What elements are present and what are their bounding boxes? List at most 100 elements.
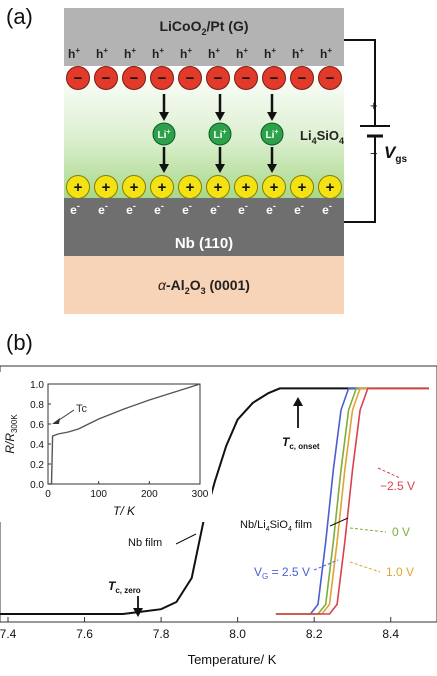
gate-voltage-label: Vgs: [384, 143, 407, 165]
li-ion-group: Li+ Li+ Li+: [152, 94, 284, 173]
top-electrode-label: LiCoO2/Pt (G): [159, 18, 248, 37]
inset-plot-frame: [47, 383, 201, 485]
inset-background: [0, 372, 212, 522]
li-ion-circle: [260, 122, 284, 146]
cation-sign: +: [214, 179, 223, 196]
series-line-1: [275, 387, 429, 615]
inset-y-tick-label: 0.8: [30, 400, 44, 411]
gate-wire: [344, 39, 376, 223]
cation-sign: +: [270, 179, 279, 196]
inset-y-tick-label: 1.0: [30, 380, 44, 391]
anion-sign: −: [270, 70, 279, 87]
anion-sign: −: [130, 70, 139, 87]
vg-label: VG = 2.5 V: [254, 565, 310, 581]
li-arrowhead-upper: [215, 112, 225, 121]
anion-circle: [234, 66, 258, 90]
tc-onset-arrowhead: [293, 397, 303, 406]
vg-label-group: VG = 2.5 V: [254, 559, 339, 581]
pointer-0v: [349, 527, 387, 533]
inset-tc-arrowhead: [52, 418, 60, 424]
anion-circle: [122, 66, 146, 90]
cation-sign: +: [186, 179, 195, 196]
li-ion-label: Li+: [214, 129, 227, 141]
hole-symbol: h+: [124, 46, 136, 61]
hole-symbol: h+: [292, 46, 304, 61]
pointer-minus-2-5: [377, 467, 401, 479]
electron-symbol: e-: [70, 201, 80, 217]
pointer-1-0v: [349, 561, 381, 573]
electron-symbol: e-: [294, 201, 304, 217]
inset-y-tick-label: 0.0: [30, 480, 44, 491]
label-1-0v: 1.0 V: [386, 565, 414, 579]
label-1-0v-group: 1.0 V: [349, 561, 414, 579]
main-x-tick-label: 8.0: [229, 627, 246, 641]
inset-x-tick-label: 0: [45, 489, 51, 500]
inset-y-tick-label: 0.4: [30, 440, 44, 451]
main-x-tick-label: 7.8: [153, 627, 170, 641]
cation-sign: +: [298, 179, 307, 196]
main-x-tick-label: 7.4: [0, 627, 17, 641]
li-ion-label: Li+: [158, 129, 171, 141]
nb-channel-label: Nb (110): [175, 235, 233, 252]
anion-sign: −: [74, 70, 83, 87]
electron-row: e-e-e-e-e-e-e-e-e-e-: [70, 201, 332, 217]
inset-series-group: [48, 383, 201, 485]
hole-symbol: h+: [264, 46, 276, 61]
anion-circle: [178, 66, 202, 90]
top-electrode-layer: [64, 8, 344, 66]
label-0v-group: 0 V: [349, 525, 410, 539]
li-arrowhead-lower: [267, 164, 277, 173]
li-ion-circle: [152, 122, 176, 146]
hole-symbol: h+: [96, 46, 108, 61]
electron-symbol: e-: [126, 201, 136, 217]
hole-symbol: h+: [236, 46, 248, 61]
li-arrowhead-upper: [267, 112, 277, 121]
panel-b-label: (b): [6, 330, 33, 355]
hole-symbol: h+: [320, 46, 332, 61]
substrate-layer: [64, 256, 344, 314]
li-arrowhead-lower: [215, 164, 225, 173]
label-0v: 0 V: [392, 525, 410, 539]
series-line-4: [275, 387, 429, 615]
electron-symbol: e-: [98, 201, 108, 217]
anion-circle: [206, 66, 230, 90]
tc-zero-label: Tc, zero: [108, 579, 141, 595]
substrate-label: α-Al2O3 (0001): [158, 277, 250, 296]
anion-circle: [290, 66, 314, 90]
anion-circle: [94, 66, 118, 90]
panel-a-label: (a): [6, 4, 33, 29]
anion-sign: −: [298, 70, 307, 87]
anion-circle: [66, 66, 90, 90]
inset-x-tick-label: 300: [192, 489, 209, 500]
anion-sign: −: [242, 70, 251, 87]
anion-sign: −: [326, 70, 335, 87]
anion-circle: [318, 66, 342, 90]
cation-row: + + + + + + + + + +: [66, 175, 342, 199]
main-x-tick-label: 7.6: [76, 627, 93, 641]
li-arrowhead-upper: [159, 112, 169, 121]
main-x-ticks: 7.4 7.6 7.8 8.0 8.2 8.4: [0, 617, 399, 641]
device-schematic: LiCoO2/Pt (G) h+ h+ h+ h+ h+ h+ h+ h+ h+ h+ − − − − −…: [64, 8, 407, 314]
inset-x-axis-label: T/ K: [113, 504, 136, 518]
main-x-tick-label: 8.2: [306, 627, 323, 641]
main-series-group: [0, 387, 429, 615]
hole-symbol: h+: [68, 46, 80, 61]
inset-x-tick-label: 100: [90, 489, 107, 500]
li-arrowhead-lower: [159, 164, 169, 173]
li-ion-label: Li+: [266, 129, 279, 141]
cation-sign: +: [130, 179, 139, 196]
inset-x-tick-label: 200: [141, 489, 158, 500]
inset-y-tick-label: 0.2: [30, 460, 44, 471]
anion-sign: −: [186, 70, 195, 87]
nb-li-film-label: Nb/Li4SiO4 film: [240, 519, 312, 533]
hole-symbol: h+: [180, 46, 192, 61]
label-minus-2-5-group: −2.5 V: [377, 467, 415, 493]
inset-y-axis-label: R/R300K: [3, 414, 19, 454]
electron-symbol: e-: [210, 201, 220, 217]
cation-sign: +: [242, 179, 251, 196]
anion-circle: [262, 66, 286, 90]
electron-symbol: e-: [182, 201, 192, 217]
nb-film-annotation: Nb film: [128, 533, 197, 549]
nb-film-pointer: [175, 533, 197, 545]
series-line-3: [275, 387, 429, 615]
